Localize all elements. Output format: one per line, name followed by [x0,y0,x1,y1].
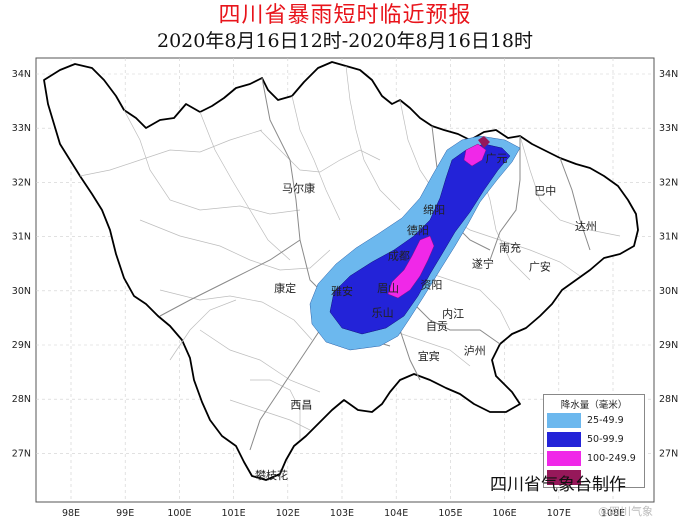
county-boundaries [79,65,621,440]
lat-tick-label-left: 31N [12,232,31,243]
city-label: 绵阳 [423,203,445,217]
city-label: 自贡 [426,320,448,333]
legend-item [547,468,644,487]
rain-band-100-249-center [387,235,435,299]
rain-band-100-249-north [463,143,487,167]
city-label: 康定 [274,281,296,295]
legend-item: 25-49.9 [547,411,644,430]
legend-item: 50-99.9 [547,430,644,449]
city-label: 资阳 [420,278,442,291]
legend-label: 50-99.9 [587,434,624,445]
legend-label: 100-249.9 [587,453,636,464]
legend-item: 100-249.9 [547,449,644,468]
lon-tick-label: 102E [276,508,300,519]
lon-tick-label: 100E [167,508,191,519]
lat-tick-label-right: 28N [659,394,678,405]
map-title: 四川省暴雨短时临近预报 [218,3,472,28]
city-label: 内江 [442,307,464,321]
lat-tick-label-right: 27N [659,448,678,459]
legend-swatch [547,451,581,466]
rain-band-50-99 [329,143,511,335]
city-label: 马尔康 [282,181,315,195]
lat-tick-label-left: 32N [12,177,31,188]
lat-tick-label-left: 33N [12,123,31,134]
lon-tick-label: 107E [547,508,571,519]
legend: 降水量（毫米） 25-49.9 50-99.9 100-249.9 [543,394,645,488]
lon-tick-label: 103E [330,508,354,519]
lon-tick-label: 106E [493,508,517,519]
city-label: 乐山 [372,306,394,319]
legend-swatch [547,413,581,428]
lat-tick-label-right: 31N [659,232,678,243]
city-label: 遂宁 [472,257,494,271]
lon-tick-label: 99E [116,508,134,519]
lat-tick-label-left: 28N [12,394,31,405]
lon-tick-label: 104E [384,508,408,519]
city-label: 宜宾 [418,349,440,363]
lat-tick-label-right: 29N [659,340,678,351]
city-label: 雅安 [331,284,353,298]
city-label: 南充 [499,240,521,254]
city-label: 西昌 [290,399,312,412]
city-label: 广元 [485,152,507,165]
city-label: 泸州 [464,344,486,357]
map-frame [35,57,655,503]
lat-tick-label-left: 30N [12,286,31,297]
city-label: 巴中 [534,185,556,198]
legend-swatch [547,432,581,447]
lon-tick-label: 98E [62,508,80,519]
city-label: 德阳 [407,223,429,237]
lat-tick-label-right: 30N [659,286,678,297]
city-label: 眉山 [377,282,399,295]
city-label: 成都 [388,250,410,263]
city-label: 达州 [575,220,597,233]
lat-tick-label-right: 32N [659,177,678,188]
lon-tick-label: 105E [438,508,462,519]
credit-text: 四川省气象台制作 [490,475,626,495]
lat-tick-label-right: 33N [659,123,678,134]
lon-tick-label: 108E [601,508,625,519]
lat-tick-label-left: 29N [12,340,31,351]
rain-band-250-north [478,136,490,148]
map-subtitle: 2020年8月16日12时-2020年8月16日18时 [156,30,533,52]
lon-tick-label: 101E [222,508,246,519]
lat-tick-label-left: 34N [12,69,31,80]
legend-label: 25-49.9 [587,415,624,426]
lat-tick-label-right: 34N [659,69,678,80]
legend-swatch [547,470,581,485]
lat-tick-label-left: 27N [12,448,31,459]
city-label: 广安 [529,259,551,273]
watermark: @四川气象 [598,505,653,518]
legend-title: 降水量（毫米） [560,400,628,411]
axis-ticks: 98E 99E 100E 101E 102E 103E 104E 105E 106E 107E 10… [12,69,678,519]
city-label: 攀枝花 [255,468,288,482]
